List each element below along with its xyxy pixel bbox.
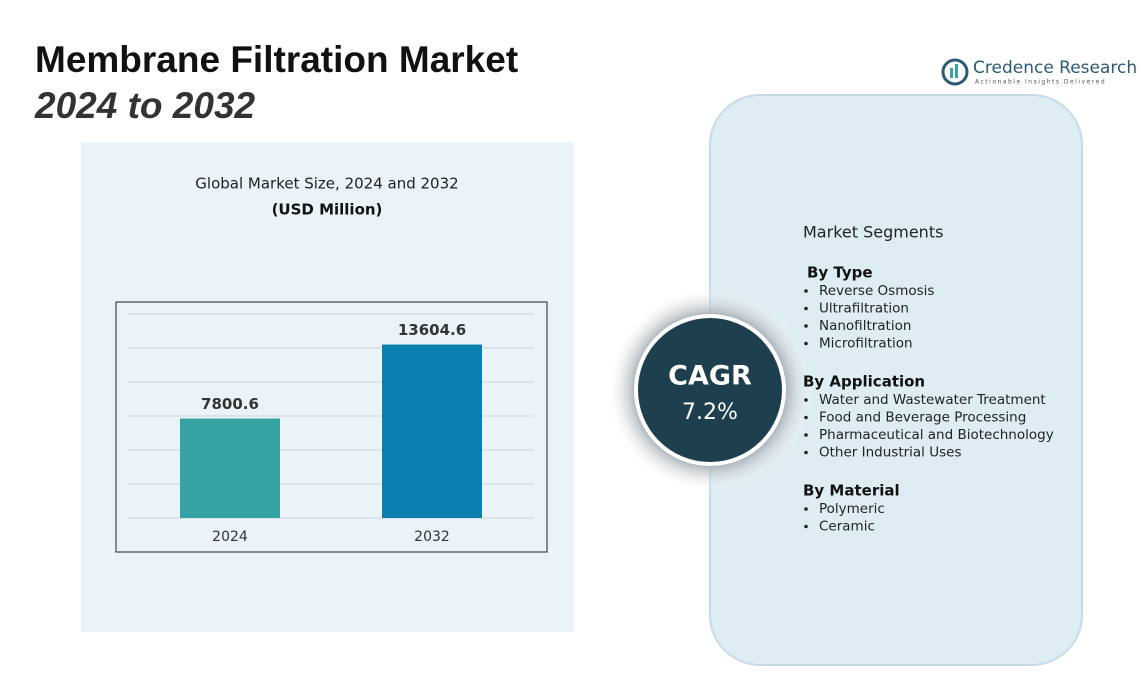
title: Membrane Filtration Market (35, 39, 518, 80)
bullet (804, 507, 808, 511)
logo-icon (950, 68, 953, 78)
bar (180, 418, 280, 518)
logo-tagline: Actionable Insights Delivered (975, 79, 1106, 86)
segment-item: Other Industrial Uses (819, 445, 961, 461)
logo-icon (941, 58, 969, 86)
segment-item: Ultrafiltration (819, 301, 909, 317)
bullet (804, 398, 808, 402)
segment-item: Microfiltration (819, 336, 913, 352)
bullet (804, 524, 808, 529)
segment-item: Water and Wastewater Treatment (819, 392, 1046, 408)
bullet (804, 415, 808, 420)
x-tick-label: 2024 (212, 529, 248, 545)
segment-item: Ceramic (819, 519, 875, 535)
chart-title: Global Market Size, 2024 and 2032 (195, 175, 458, 193)
logo: Credence Research Actionable Insights De… (941, 58, 1137, 86)
segment-item: Pharmaceutical and Biotechnology (819, 427, 1054, 443)
bullet (804, 433, 808, 437)
logo-icon (955, 64, 958, 78)
bullet (804, 324, 808, 328)
segment-heading: By Type (807, 264, 873, 282)
subtitle: 2024 to 2032 (34, 85, 256, 126)
segment-heading: By Material (803, 482, 900, 500)
segment-item: Food and Beverage Processing (819, 410, 1026, 426)
bullet (804, 450, 808, 455)
cagr-label: CAGR (668, 361, 752, 392)
data-label: 7800.6 (201, 395, 259, 413)
data-label: 13604.6 (398, 321, 466, 339)
segment-item: Nanofiltration (819, 318, 911, 334)
cagr-value: 7.2% (682, 400, 738, 425)
segment-item: Polymeric (819, 501, 885, 517)
bullet (804, 341, 808, 346)
x-tick-label: 2032 (414, 529, 450, 545)
segment-item: Reverse Osmosis (819, 283, 934, 299)
segments-title: Market Segments (803, 223, 943, 242)
bullet (804, 289, 808, 293)
plot: 7800.6 2024 13604.6 2032 (128, 313, 533, 545)
chart-subtitle: (USD Million) (272, 201, 383, 219)
cagr-circle (638, 318, 782, 462)
segment-heading: By Application (803, 373, 925, 391)
logo-name: Credence Research (973, 58, 1137, 78)
bullet (804, 306, 808, 311)
bar (382, 344, 482, 518)
